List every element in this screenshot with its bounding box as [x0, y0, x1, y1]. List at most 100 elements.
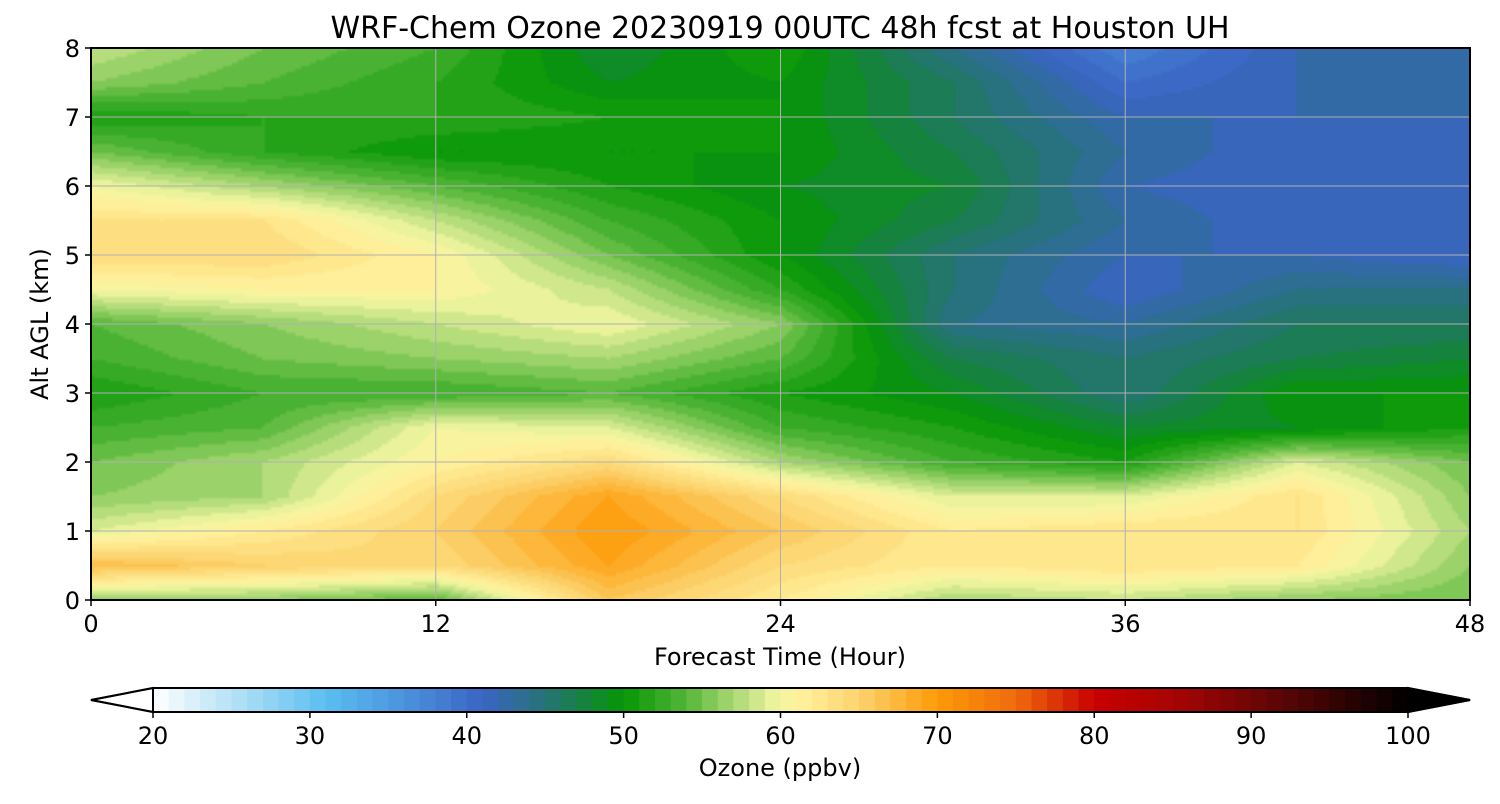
colorbar-swatch [435, 688, 452, 712]
colorbar-swatch [1000, 688, 1017, 712]
colorbar-swatch [623, 688, 640, 712]
colorbar-swatch [1094, 688, 1111, 712]
colorbar-swatch [639, 688, 656, 712]
x-tick-label: 24 [765, 610, 796, 638]
colorbar-tick-label: 60 [765, 722, 796, 750]
colorbar-swatch [466, 688, 484, 712]
x-axis-ticks: 0 12 24 36 48 [83, 600, 1485, 638]
colorbar-swatch [702, 688, 719, 712]
colorbar-swatch [404, 688, 421, 712]
colorbar-swatch [686, 688, 703, 712]
colorbar-swatch [262, 688, 280, 712]
colorbar-over-extension [1407, 686, 1471, 714]
colorbar-swatch [827, 688, 844, 712]
colorbar-swatch [1392, 688, 1409, 712]
colorbar-swatch [200, 688, 217, 712]
y-tick-label: 5 [65, 242, 80, 270]
colorbar-swatch [278, 688, 295, 712]
colorbar-swatch [1172, 688, 1189, 712]
colorbar-swatch [1109, 688, 1127, 712]
y-axis-ticks: 0 1 2 3 4 5 6 7 8 [65, 35, 91, 615]
y-tick-label: 2 [65, 449, 80, 477]
colorbar-swatch [529, 688, 546, 712]
colorbar-swatch [953, 688, 970, 712]
colorbar-swatch [247, 688, 264, 712]
colorbar-tick-label: 50 [608, 722, 639, 750]
colorbar-swatch [874, 688, 891, 712]
colorbar-swatch [984, 688, 1001, 712]
colorbar-swatch [858, 688, 876, 712]
colorbar: 20 30 40 50 60 70 80 90 100 [90, 686, 1471, 750]
colorbar-tick-label: 40 [451, 722, 482, 750]
x-tick-label: 48 [1455, 610, 1486, 638]
colorbar-label: Ozone (ppbv) [699, 754, 861, 782]
colorbar-swatch [168, 688, 185, 712]
colorbar-tick-label: 70 [922, 722, 953, 750]
colorbar-swatch [545, 688, 562, 712]
y-tick-label: 1 [65, 518, 80, 546]
colorbar-swatch [890, 688, 907, 712]
colorbar-swatch [1376, 688, 1393, 712]
colorbar-swatch [231, 688, 248, 712]
colorbar-swatch [1157, 688, 1174, 712]
colorbar-swatch [498, 688, 515, 712]
colorbar-swatch [1141, 688, 1158, 712]
colorbar-swatch [1047, 688, 1064, 712]
colorbar-swatch [1235, 688, 1252, 712]
colorbar-swatch [1251, 688, 1268, 712]
x-tick-label: 12 [420, 610, 451, 638]
x-tick-label: 36 [1110, 610, 1141, 638]
colorbar-swatch [906, 688, 923, 712]
colorbar-swatch [576, 688, 593, 712]
colorbar-swatch [1062, 688, 1080, 712]
colorbar-swatch [1329, 688, 1346, 712]
colorbar-swatch [937, 688, 954, 712]
x-axis-label: Forecast Time (Hour) [654, 643, 906, 671]
y-tick-label: 0 [65, 587, 80, 615]
colorbar-swatch [1015, 688, 1033, 712]
colorbar-swatch [513, 688, 531, 712]
colorbar-swatch [592, 688, 609, 712]
colorbar-swatch [388, 688, 405, 712]
colorbar-swatch [341, 688, 358, 712]
colorbar-swatch [184, 688, 201, 712]
colorbar-ticks: 20 30 40 50 60 70 80 90 100 [138, 712, 1431, 750]
y-tick-label: 8 [65, 35, 80, 63]
chart-title: WRF-Chem Ozone 20230919 00UTC 48h fcst a… [330, 11, 1229, 46]
colorbar-tick-label: 100 [1385, 722, 1431, 750]
colorbar-swatch [356, 688, 374, 712]
colorbar-swatch [1204, 688, 1221, 712]
colorbar-tick-label: 20 [138, 722, 169, 750]
colorbar-swatch [1188, 688, 1205, 712]
colorbar-swatch [733, 688, 750, 712]
colorbar-swatch [419, 688, 436, 712]
y-tick-label: 4 [65, 311, 80, 339]
colorbar-swatch [670, 688, 687, 712]
colorbar-swatch [1360, 688, 1378, 712]
colorbar-tick-label: 30 [295, 722, 326, 750]
colorbar-swatch [843, 688, 860, 712]
colorbar-swatch [607, 688, 625, 712]
colorbar-swatch [215, 688, 233, 712]
colorbar-under-extension [90, 686, 154, 714]
colorbar-tick-label: 80 [1079, 722, 1110, 750]
y-tick-label: 7 [65, 104, 80, 132]
colorbar-swatch [1219, 688, 1237, 712]
colorbar-swatch [764, 688, 782, 712]
y-axis-label: Alt AGL (km) [26, 248, 54, 400]
colorbar-swatch [325, 688, 342, 712]
colorbar-swatch [717, 688, 735, 712]
colorbar-swatch [1345, 688, 1362, 712]
colorbar-swatch [372, 688, 389, 712]
colorbar-swatch [1313, 688, 1331, 712]
colorbar-swatch [749, 688, 766, 712]
colorbar-swatch [796, 688, 813, 712]
colorbar-swatch [1282, 688, 1299, 712]
colorbar-swatch [1031, 688, 1048, 712]
y-tick-label: 6 [65, 173, 80, 201]
colorbar-swatch [1125, 688, 1142, 712]
y-tick-label: 3 [65, 380, 80, 408]
colorbar-swatch [968, 688, 986, 712]
grid-lines [91, 48, 1470, 600]
